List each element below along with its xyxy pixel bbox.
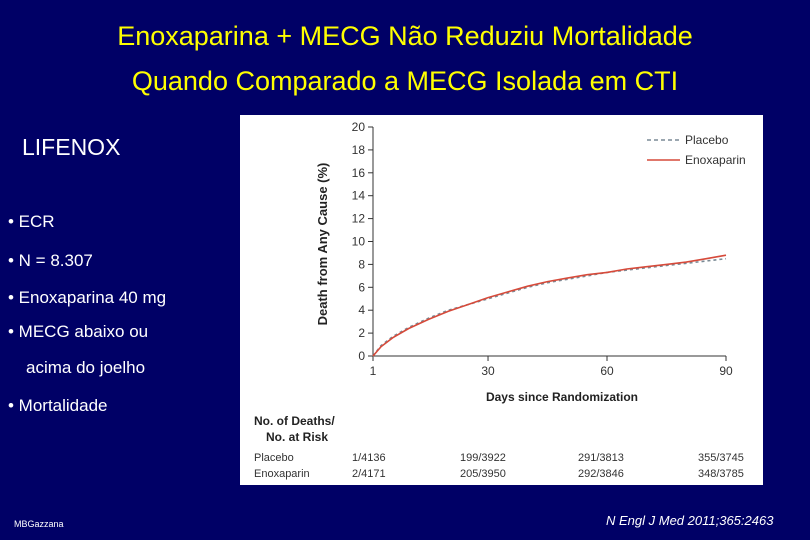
risk-table-header-line2: No. at Risk <box>266 430 328 444</box>
x-tick-label: 1 <box>370 364 377 378</box>
series-line-placebo <box>372 257 727 357</box>
risk-cell: 205/3950 <box>460 468 506 480</box>
y-tick-label: 12 <box>352 212 366 226</box>
y-tick-label: 0 <box>358 349 365 363</box>
bullet-dose: • Enoxaparina 40 mg <box>8 288 167 307</box>
risk-cell: 291/3813 <box>578 452 624 464</box>
risk-cell: 2/4171 <box>352 468 386 480</box>
risk-cell: 355/3745 <box>698 452 744 464</box>
legend-enoxaparin-label: Enoxaparin <box>685 153 746 167</box>
bullet-n: • N = 8.307 <box>8 251 93 270</box>
bullet-mecg-continued: acima do joelho <box>26 358 146 377</box>
mortality-chart: 0 2 4 6 8 10 12 14 16 18 20 1 30 60 90 Death from Any … <box>254 120 746 480</box>
y-tick-label: 8 <box>358 257 365 271</box>
y-tick-label: 20 <box>352 120 366 134</box>
y-tick-label: 18 <box>352 143 366 157</box>
risk-cell: 1/4136 <box>352 452 386 464</box>
author-credit: MBGazzana <box>14 519 64 529</box>
y-tick-label: 16 <box>352 166 366 180</box>
y-tick-label: 10 <box>352 235 366 249</box>
study-name: LIFENOX <box>22 134 121 160</box>
series-line-enoxaparin <box>372 254 727 357</box>
slide-title-line2: Quando Comparado a MECG Isolada em CTI <box>131 66 679 96</box>
x-axis-label: Days since Randomization <box>486 390 638 404</box>
risk-cell: 292/3846 <box>578 468 624 480</box>
bullet-mortality: • Mortalidade <box>8 396 108 415</box>
risk-table: No. of Deaths/ No. at Risk Placebo Enoxa… <box>254 414 744 480</box>
x-tick-label: 90 <box>719 364 733 378</box>
y-tick-label: 4 <box>358 303 365 317</box>
bullet-mecg: • MECG abaixo ou <box>8 322 149 341</box>
risk-table-header-line1: No. of Deaths/ <box>254 414 335 428</box>
y-tick-label: 14 <box>352 189 366 203</box>
chart-legend: Placebo Enoxaparin <box>647 133 746 167</box>
slide-title-line1: Enoxaparina + MECG Não Reduziu Mortalida… <box>117 21 693 51</box>
legend-placebo-label: Placebo <box>685 133 729 147</box>
risk-row-label-enoxaparin: Enoxaparin <box>254 468 310 480</box>
y-tick-label: 2 <box>358 326 365 340</box>
x-tick-label: 30 <box>481 364 495 378</box>
risk-row-label-placebo: Placebo <box>254 452 294 464</box>
y-tick-label: 6 <box>358 280 365 294</box>
risk-cell: 348/3785 <box>698 468 744 480</box>
x-tick-label: 60 <box>600 364 614 378</box>
bullet-ecr: • ECR <box>8 212 55 231</box>
citation: N Engl J Med 2011;365:2463 <box>606 513 774 528</box>
risk-cell: 199/3922 <box>460 452 506 464</box>
y-axis-label: Death from Any Cause (%) <box>315 163 330 326</box>
kaplan-meier-figure: 0 2 4 6 8 10 12 14 16 18 20 1 30 60 90 Death from Any … <box>240 115 763 485</box>
